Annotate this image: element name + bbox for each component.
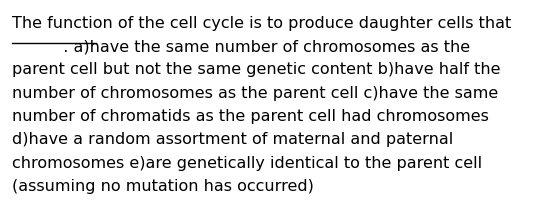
Text: The function of the cell cycle is to produce daughter cells that: The function of the cell cycle is to pro… xyxy=(12,16,511,31)
Text: number of chromosomes as the parent cell c)have the same: number of chromosomes as the parent cell… xyxy=(12,86,498,101)
Text: (assuming no mutation has occurred): (assuming no mutation has occurred) xyxy=(12,179,314,194)
Text: parent cell but not the same genetic content b)have half the: parent cell but not the same genetic con… xyxy=(12,62,501,77)
Text: . a)have the same number of chromosomes as the: . a)have the same number of chromosomes … xyxy=(12,39,470,54)
Text: number of chromatids as the parent cell had chromosomes: number of chromatids as the parent cell … xyxy=(12,109,489,124)
Text: d)have a random assortment of maternal and paternal: d)have a random assortment of maternal a… xyxy=(12,132,453,147)
Text: chromosomes e)are genetically identical to the parent cell: chromosomes e)are genetically identical … xyxy=(12,156,482,171)
